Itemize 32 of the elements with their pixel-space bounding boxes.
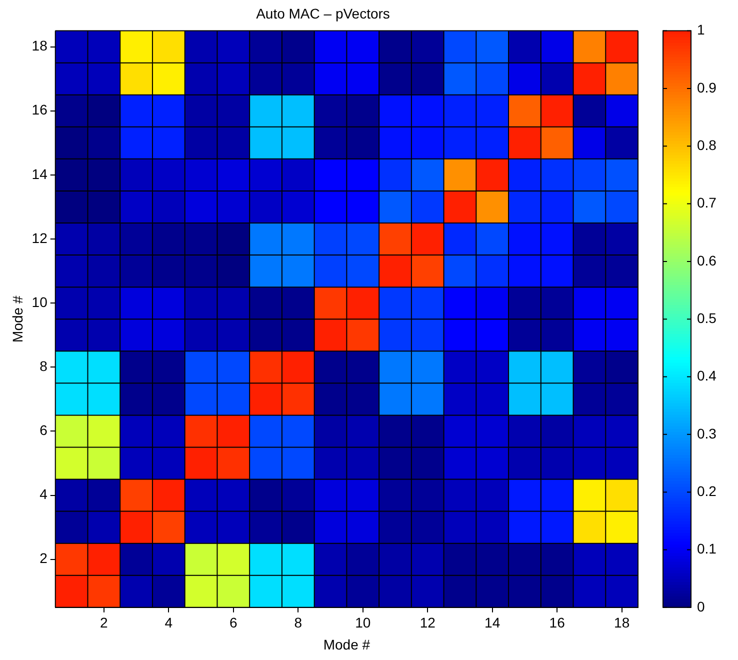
y-tick-label: 2 [40,550,48,566]
y-axis-title: Mode # [9,296,26,342]
x-tick-label: 16 [549,614,566,631]
y-tick-label: 16 [32,102,48,118]
x-tick-label: 8 [294,614,302,631]
color-bar-label: 0.6 [697,252,717,268]
color-bar-label: 0 [697,598,705,614]
x-tick-label: 14 [484,614,500,631]
x-tick-label: 6 [230,614,238,631]
color-bar-label: 0.5 [697,310,717,326]
y-tick-label: 8 [40,358,48,374]
y-tick-label: 6 [40,422,48,438]
color-bar-label: 0.8 [697,136,717,153]
y-tick-label: 14 [32,166,48,182]
x-tick-label: 4 [164,614,173,631]
color-bar-label: 0.3 [697,425,717,442]
y-tick-label: 4 [40,486,48,502]
x-tick-label: 12 [420,614,436,631]
y-tick-label: 18 [32,38,48,54]
color-bar-label: 0.4 [697,368,717,384]
chart-title: Auto MAC – pVectors [256,5,390,22]
color-bar-label: 0.9 [697,79,717,96]
y-tick-label: 10 [32,294,48,310]
x-tick-label: 10 [355,614,371,631]
color-bar-label: 0.1 [697,540,717,557]
color-bar-label: 0.7 [697,194,717,211]
color-bar-label: 1 [697,22,705,38]
color-bar-label: 0.2 [697,482,717,499]
x-tick-label: 18 [614,614,630,631]
x-tick-label: 2 [100,614,108,631]
x-axis-title: Mode # [323,636,370,652]
y-tick-label: 12 [32,230,48,246]
